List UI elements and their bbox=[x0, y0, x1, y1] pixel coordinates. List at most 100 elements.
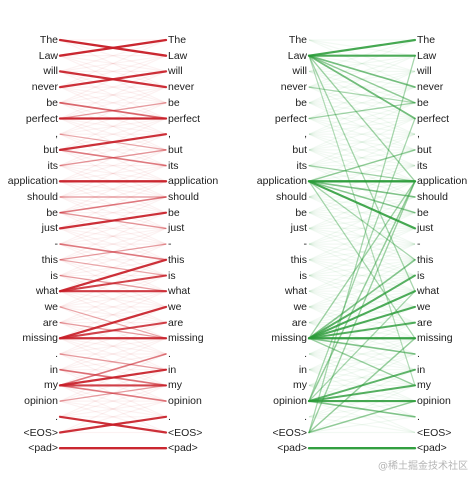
panel-2-target-token: . bbox=[417, 410, 420, 423]
panel-1-source-token: <pad> bbox=[28, 442, 58, 455]
faint-edge bbox=[59, 337, 167, 386]
faint-edge bbox=[308, 86, 416, 104]
panel-2-target-token: be bbox=[417, 96, 429, 109]
panel-1-source-token: Law bbox=[38, 49, 58, 62]
attention-edge bbox=[308, 384, 416, 403]
faint-edge bbox=[59, 353, 167, 371]
attention-edge bbox=[59, 259, 167, 277]
attention-edge bbox=[59, 274, 167, 292]
panel-1-source-token: perfect bbox=[25, 112, 58, 125]
panel-1-target-token: we bbox=[168, 300, 182, 313]
panel-1-target-token: Law bbox=[168, 49, 188, 62]
attention-edge bbox=[59, 101, 167, 120]
panel-1-target-token: . bbox=[168, 348, 171, 360]
panel-2-source-token: is bbox=[299, 269, 307, 282]
faint-edge bbox=[308, 353, 416, 402]
faint-edge bbox=[59, 117, 167, 151]
faint-edge bbox=[308, 102, 416, 120]
panel-1-source-token: opinion bbox=[24, 395, 58, 408]
faint-edge bbox=[308, 400, 416, 434]
attention-edge bbox=[307, 305, 417, 340]
faint-edge bbox=[59, 39, 167, 88]
attention-edge bbox=[307, 290, 417, 340]
faint-edge bbox=[308, 70, 416, 88]
faint-edge bbox=[308, 212, 416, 229]
faint-edge bbox=[308, 86, 416, 135]
panel-2-target-token: - bbox=[417, 238, 421, 251]
faint-edge bbox=[308, 227, 416, 277]
attention-edge bbox=[308, 54, 416, 104]
attention-edge bbox=[308, 117, 416, 402]
panel-1-target-token: <EOS> bbox=[168, 426, 203, 439]
faint-edge bbox=[308, 274, 416, 292]
panel-1-target-token: . bbox=[168, 410, 171, 423]
attention-edge bbox=[308, 368, 416, 403]
panel-1-target-token: application bbox=[168, 175, 219, 188]
panel-2-target-token: we bbox=[417, 300, 431, 313]
attention-edge bbox=[308, 54, 416, 88]
attention-edge bbox=[307, 180, 417, 230]
faint-edge bbox=[59, 117, 167, 135]
panel-2-source-token: its bbox=[296, 159, 308, 172]
panel-2-source-token: Law bbox=[287, 49, 307, 62]
panel-1-target-token: what bbox=[168, 285, 191, 298]
attention-edge bbox=[59, 149, 167, 167]
faint-edge bbox=[308, 117, 416, 151]
faint-edge bbox=[308, 416, 416, 434]
faint-edge bbox=[59, 196, 167, 229]
faint-edge bbox=[308, 86, 416, 120]
faint-edge bbox=[308, 133, 416, 167]
faint-edge bbox=[59, 86, 167, 104]
faint-edge bbox=[308, 243, 416, 261]
panel-1-source-token: what bbox=[35, 285, 58, 298]
panel-1-source-token: missing bbox=[22, 332, 58, 345]
faint-edge bbox=[308, 212, 416, 261]
panel-1-target-token: will bbox=[168, 65, 183, 78]
attention-edge bbox=[308, 86, 416, 104]
faint-edge bbox=[308, 133, 416, 182]
faint-edge bbox=[59, 227, 167, 245]
faint-edge bbox=[59, 290, 167, 324]
panel-2-source-token: opinion bbox=[273, 395, 307, 408]
faint-edge bbox=[308, 337, 416, 386]
panel-1-source-token: , bbox=[55, 128, 58, 141]
faint-edge bbox=[59, 274, 167, 324]
panel-1-source-token: The bbox=[39, 34, 58, 46]
attention-edge bbox=[308, 164, 416, 182]
faint-edge bbox=[308, 117, 416, 151]
attention-edge bbox=[308, 102, 416, 120]
faint-edge bbox=[59, 165, 167, 182]
panel-2-source-token: The bbox=[288, 34, 307, 46]
attention-edge bbox=[59, 102, 167, 120]
attention-edge bbox=[58, 321, 168, 340]
panel-1-source-token: this bbox=[41, 253, 58, 266]
faint-edge bbox=[308, 70, 416, 88]
panel-2-source-token: but bbox=[292, 143, 307, 156]
faint-edge bbox=[59, 227, 167, 261]
faint-edge bbox=[59, 337, 167, 355]
faint-edge bbox=[308, 212, 416, 229]
faint-edge bbox=[308, 86, 416, 135]
attention-edge bbox=[308, 321, 416, 340]
faint-edge bbox=[59, 400, 167, 434]
faint-edge bbox=[59, 55, 167, 88]
panel-1-source-token: - bbox=[54, 238, 59, 251]
faint-edge bbox=[59, 384, 167, 434]
panel-1-target-token: its bbox=[168, 159, 179, 172]
faint-edge bbox=[308, 353, 416, 371]
panel-1-target-token: are bbox=[168, 316, 184, 329]
faint-edge bbox=[59, 322, 167, 371]
faint-edge bbox=[59, 102, 167, 151]
faint-edge bbox=[308, 133, 416, 167]
faint-edge bbox=[308, 259, 416, 308]
faint-edge bbox=[59, 149, 167, 198]
attention-edge bbox=[308, 180, 416, 402]
panel-1-target-token: - bbox=[168, 238, 172, 251]
faint-edge bbox=[308, 353, 416, 386]
attention-edge bbox=[308, 400, 416, 434]
panel-2-source-token: we bbox=[293, 300, 307, 313]
faint-edge bbox=[59, 165, 167, 214]
panel-1-target-token: <pad> bbox=[168, 442, 198, 455]
faint-edge bbox=[59, 70, 167, 120]
faint-edge bbox=[308, 227, 416, 245]
